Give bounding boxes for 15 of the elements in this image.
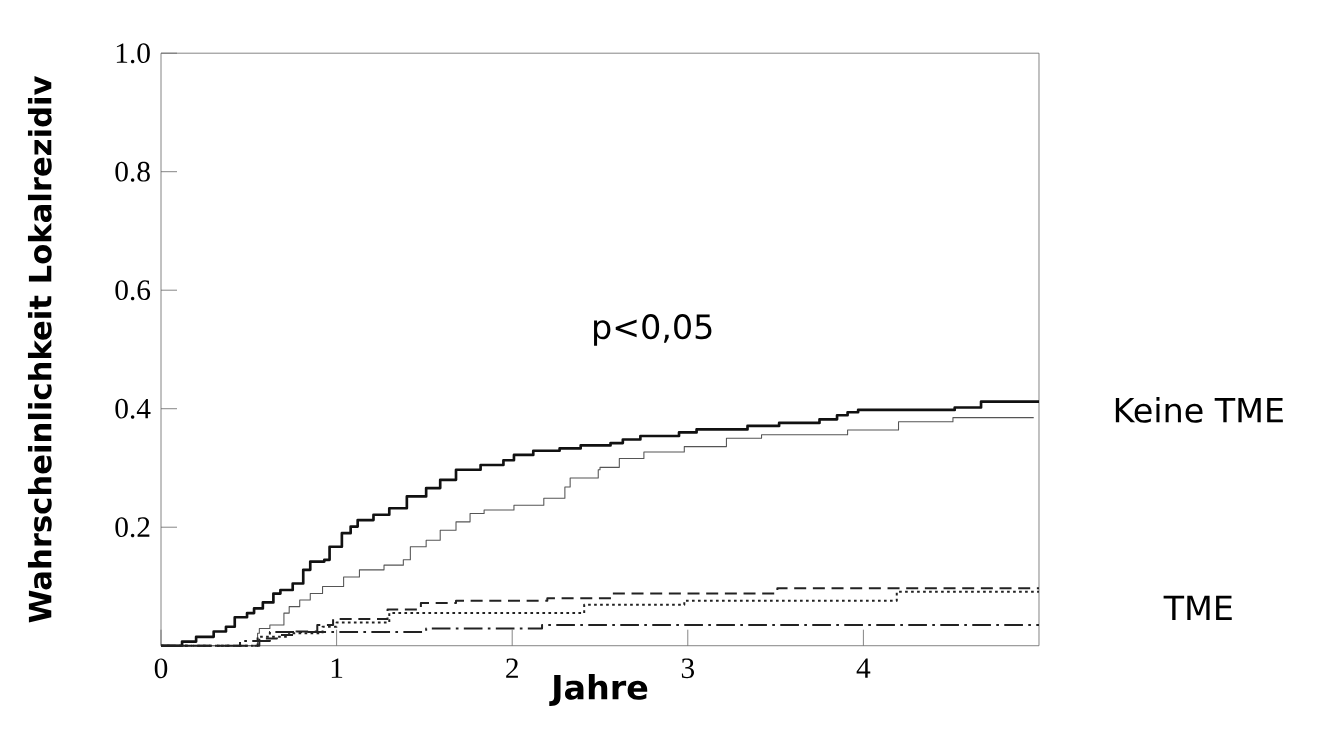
x-axis-title: Jahre: [549, 674, 648, 707]
x-tick-label: 2: [506, 658, 518, 678]
x-tick-label: 1: [331, 658, 343, 678]
y-tick-label: 0.6: [115, 280, 151, 301]
x-tick-label: 3: [681, 658, 694, 679]
y-tick-label: 0.4: [115, 398, 151, 419]
x-tick-label: 4: [856, 658, 871, 678]
text: TME: [1163, 595, 1232, 620]
y-axis-title: Wahrscheinlichkeit Lokalrezidiv: [27, 75, 52, 623]
x-tick-label: 0: [154, 658, 168, 679]
y-tick-label: 0.8: [115, 161, 150, 182]
text: Keine TME: [1115, 396, 1283, 423]
annotation: p<0,05: [594, 314, 712, 346]
y-tick-label: 0.2: [115, 517, 150, 538]
y-tick-label: 1.0: [116, 43, 150, 64]
